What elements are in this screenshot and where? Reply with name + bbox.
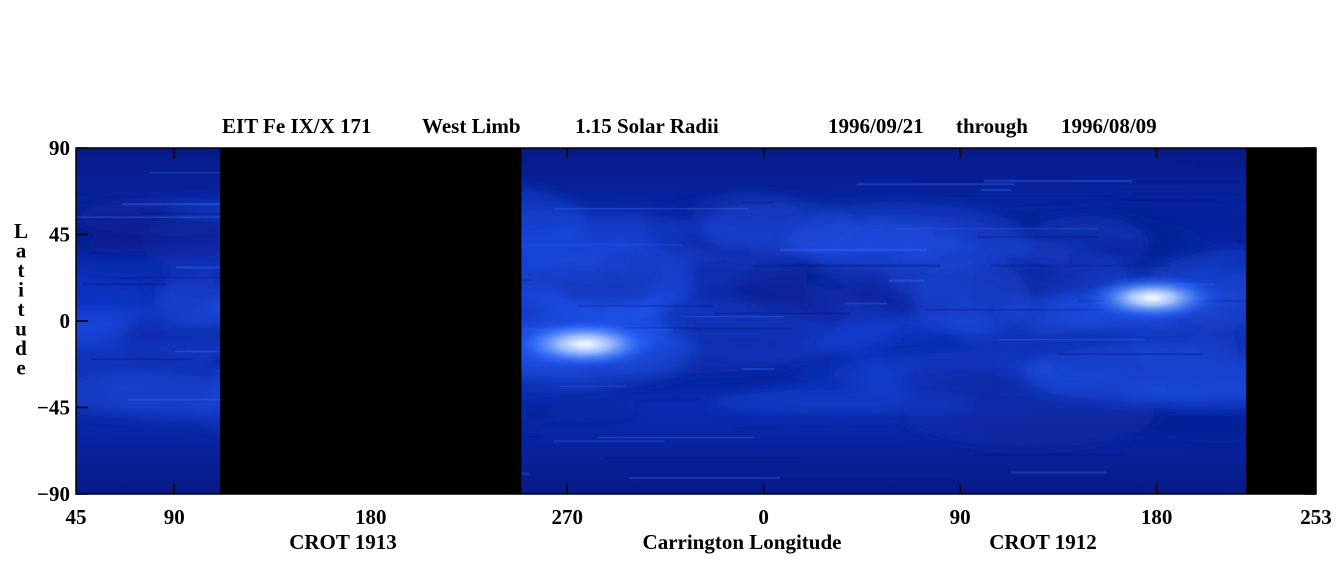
streak	[555, 207, 749, 210]
streak	[713, 312, 851, 315]
streak	[1057, 353, 1204, 356]
streak	[149, 172, 224, 174]
streak	[140, 212, 251, 215]
y-axis-label-letter: d	[15, 336, 27, 360]
streak	[896, 228, 1098, 230]
streak	[121, 202, 303, 206]
streak	[741, 368, 775, 370]
y-tick-label: 90	[49, 136, 70, 160]
streak	[628, 476, 781, 479]
heatmap-plot-area	[76, 148, 1316, 494]
x-tick-label: 90	[164, 505, 185, 529]
y-axis: 90 45 0 −45 −90	[37, 136, 1316, 506]
streak	[857, 183, 1015, 186]
y-axis-label-letter: a	[16, 239, 27, 263]
y-axis-label-letter: t	[18, 258, 25, 282]
streak	[76, 216, 239, 218]
y-tick-label: −45	[37, 396, 70, 420]
streak	[844, 302, 887, 305]
title-instrument: EIT Fe IX/X 171	[222, 114, 372, 138]
x-axis-label: Carrington Longitude	[643, 530, 842, 554]
streak	[598, 436, 755, 439]
streak	[780, 248, 927, 252]
streak	[945, 195, 1110, 197]
streak	[174, 350, 260, 353]
streak	[177, 480, 226, 482]
streak	[733, 427, 782, 429]
streak	[1175, 162, 1316, 166]
streak	[83, 283, 167, 286]
data-gaps	[220, 148, 1316, 494]
x-tick-label: 180	[1141, 505, 1173, 529]
streak	[759, 478, 957, 480]
west-limb-brightening-crot1913	[510, 319, 659, 369]
x-tick-label: 180	[355, 505, 387, 529]
emission-patch	[968, 415, 1257, 438]
y-tick-label: −90	[37, 482, 70, 506]
streak	[983, 179, 1133, 183]
x-tick-label: 45	[66, 505, 87, 529]
streak	[119, 277, 225, 279]
streak	[1121, 199, 1263, 201]
streak	[127, 398, 306, 401]
emission-patch	[691, 191, 803, 241]
streak	[623, 327, 793, 330]
y-axis-label-letter: e	[16, 356, 25, 380]
streak	[755, 264, 941, 267]
emission-patch	[76, 315, 132, 341]
x-axis: 45 90 180 270 0 90 180 253	[66, 148, 1332, 529]
y-tick-label: 45	[49, 223, 70, 247]
title-limb: West Limb	[422, 114, 521, 138]
data-gap-1	[220, 148, 522, 494]
title-start-date: 1996/09/21	[828, 114, 924, 138]
emission-patch	[104, 213, 228, 237]
streak	[912, 179, 1074, 183]
emission-patch	[76, 372, 239, 416]
title-row: EIT Fe IX/X 171 West Limb 1.15 Solar Rad…	[222, 114, 1157, 138]
x-tick-label: 0	[758, 505, 769, 529]
y-tick-label: 0	[60, 309, 71, 333]
rotation-label-crot1913: CROT 1913	[289, 530, 397, 554]
title-through: through	[956, 114, 1028, 138]
title-radius: 1.15 Solar Radii	[575, 114, 719, 138]
streak	[977, 235, 1099, 238]
y-axis-label-letter: L	[14, 219, 28, 243]
y-axis-label-letter: t	[18, 297, 25, 321]
x-tick-label: 270	[551, 505, 583, 529]
y-axis-label-letter: u	[15, 317, 27, 341]
y-axis-label-letter: i	[18, 278, 24, 302]
streak	[974, 453, 1128, 456]
streak	[1011, 471, 1107, 474]
streak	[497, 244, 682, 246]
title-end-date: 1996/08/09	[1061, 114, 1157, 138]
x-tick-label: 253	[1300, 505, 1332, 529]
rotation-label-crot1912: CROT 1912	[989, 530, 1097, 554]
streak	[888, 279, 925, 282]
bright-regions	[464, 247, 1273, 395]
emission-patch	[710, 389, 971, 416]
streak	[603, 457, 803, 460]
emission-patch	[658, 291, 842, 349]
streak	[981, 189, 1012, 191]
streak	[742, 201, 774, 204]
streak	[1133, 192, 1237, 195]
x-tick-label: 90	[950, 505, 971, 529]
streak	[998, 339, 1146, 341]
streak	[91, 358, 193, 361]
streak	[1135, 181, 1299, 184]
streak	[684, 316, 784, 318]
west-limb-brightening-crot1912	[1082, 274, 1223, 322]
streak	[554, 440, 665, 442]
streak	[925, 309, 1105, 311]
